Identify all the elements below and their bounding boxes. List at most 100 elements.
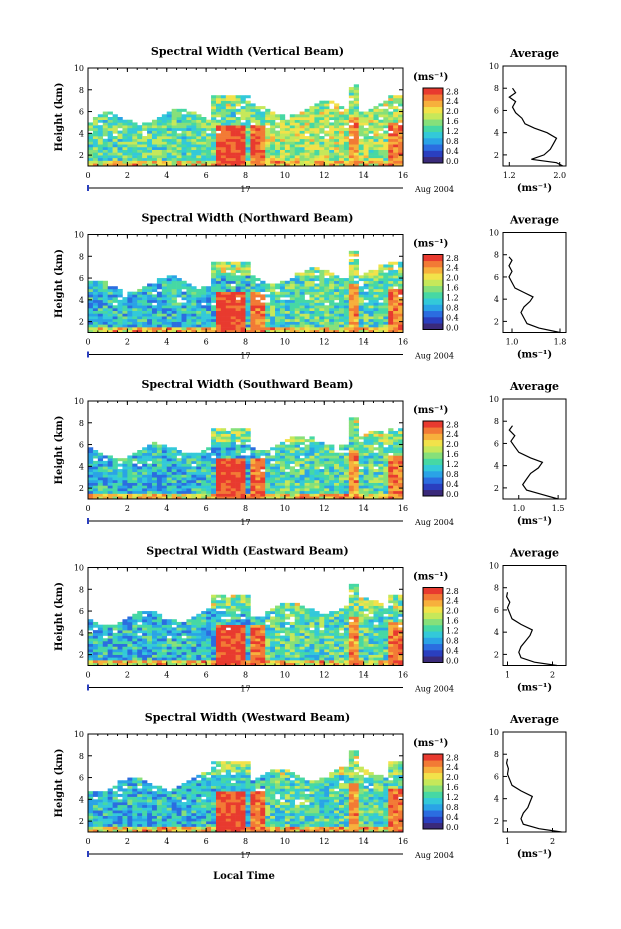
colorbar-tick-label: 0.8: [446, 137, 459, 146]
heatmap-cell: [294, 291, 300, 295]
heatmap-cell: [142, 163, 148, 167]
heatmap-cell: [353, 283, 359, 287]
heatmap-cell: [329, 291, 335, 295]
heatmap-cell: [122, 624, 128, 628]
heatmap-cell: [265, 157, 271, 161]
heatmap-cell: [171, 155, 177, 159]
heatmap-cell: [294, 302, 300, 306]
heatmap-cell: [353, 97, 359, 101]
heatmap-cell: [265, 493, 271, 497]
heatmap-cell: [92, 450, 99, 454]
heatmap-cell: [378, 471, 384, 475]
heatmap-cell: [171, 157, 177, 161]
heatmap-cell: [225, 275, 232, 279]
heatmap-cell: [383, 294, 389, 298]
heatmap-cell: [334, 149, 340, 153]
heatmap-cell: [132, 324, 138, 328]
heatmap-cell: [304, 458, 310, 462]
heatmap-cell: [289, 436, 296, 440]
heatmap-cell: [230, 108, 236, 112]
heatmap-cell: [284, 444, 291, 448]
heatmap-cell: [353, 297, 359, 301]
heatmap-cell: [225, 291, 232, 295]
heatmap-cell: [171, 297, 177, 301]
heatmap-cell: [225, 662, 232, 666]
heatmap-cell: [250, 136, 256, 140]
heatmap-cell: [186, 111, 192, 115]
heatmap-cell: [220, 439, 227, 443]
heatmap-cell: [334, 469, 340, 473]
heatmap-cell: [304, 111, 310, 115]
heatmap-cell: [348, 422, 355, 426]
heatmap-cell: [176, 133, 182, 137]
heatmap-cell: [245, 103, 251, 107]
heatmap-cell: [398, 439, 404, 443]
heatmap-cell: [275, 122, 281, 126]
heatmap-cell: [196, 485, 202, 489]
heatmap-cell: [383, 329, 389, 333]
heatmap-cell: [215, 141, 222, 145]
heatmap-cell: [132, 638, 138, 642]
heatmap-cell: [151, 160, 158, 164]
heatmap-cell: [166, 477, 172, 481]
heatmap-cell: [373, 439, 379, 443]
heatmap-cell: [230, 433, 236, 437]
heatmap-cell: [107, 152, 113, 156]
heatmap-cell: [186, 488, 192, 492]
heatmap-cell: [142, 460, 148, 464]
heatmap-cell: [132, 624, 138, 628]
heatmap-cell: [339, 329, 345, 333]
heatmap-cell: [107, 643, 113, 647]
x-tick-label: 6: [204, 504, 209, 513]
heatmap-cell: [181, 496, 187, 500]
heatmap-cell: [225, 97, 232, 101]
heatmap-cell: [398, 297, 404, 301]
heatmap-cell: [314, 103, 320, 107]
heatmap-cell: [225, 288, 232, 292]
heatmap-cell: [186, 654, 192, 658]
heatmap-cell: [151, 450, 158, 454]
heatmap-cell: [117, 163, 123, 167]
heatmap-cell: [314, 299, 320, 303]
heatmap-cell: [358, 286, 364, 290]
heatmap-cell: [142, 299, 148, 303]
heatmap-cell: [132, 493, 138, 497]
heatmap-cell: [260, 160, 266, 164]
heatmap-cell: [201, 299, 207, 303]
heatmap-cell: [196, 324, 202, 328]
heatmap-cell: [388, 144, 394, 148]
heatmap-cell: [240, 146, 246, 150]
heatmap-cell: [191, 157, 197, 161]
heatmap-cell: [132, 321, 138, 325]
heatmap-cell: [235, 117, 241, 121]
heatmap-cell: [343, 127, 350, 131]
heatmap-cell: [156, 324, 163, 328]
heatmap-cell: [309, 485, 315, 489]
heatmap-cell: [127, 463, 133, 467]
heatmap-cell: [393, 138, 399, 142]
heatmap-cell: [211, 138, 217, 142]
heatmap-cell: [398, 133, 404, 137]
y-tick-label: 6: [79, 441, 84, 450]
heatmap-cell: [343, 488, 350, 492]
heatmap-cell: [319, 302, 325, 306]
heatmap-cell: [383, 297, 389, 301]
heatmap-cell: [107, 125, 113, 129]
heatmap-cell: [240, 272, 246, 276]
heatmap-cell: [230, 611, 236, 615]
heatmap-cell: [117, 482, 123, 486]
heatmap-cell: [127, 474, 133, 478]
heatmap-cell: [343, 133, 350, 137]
heatmap-cell: [353, 149, 359, 153]
heatmap-cell: [353, 89, 359, 93]
heatmap-cell: [373, 471, 379, 475]
heatmap-cell: [240, 611, 246, 615]
heatmap-cell: [201, 452, 207, 456]
heatmap-cell: [117, 641, 123, 645]
heatmap-cell: [329, 299, 335, 303]
heatmap-cell: [215, 152, 222, 156]
heatmap-cell: [240, 428, 246, 432]
heatmap-cell: [181, 321, 187, 325]
heatmap-cell: [166, 144, 172, 148]
heatmap-cell: [255, 144, 261, 148]
